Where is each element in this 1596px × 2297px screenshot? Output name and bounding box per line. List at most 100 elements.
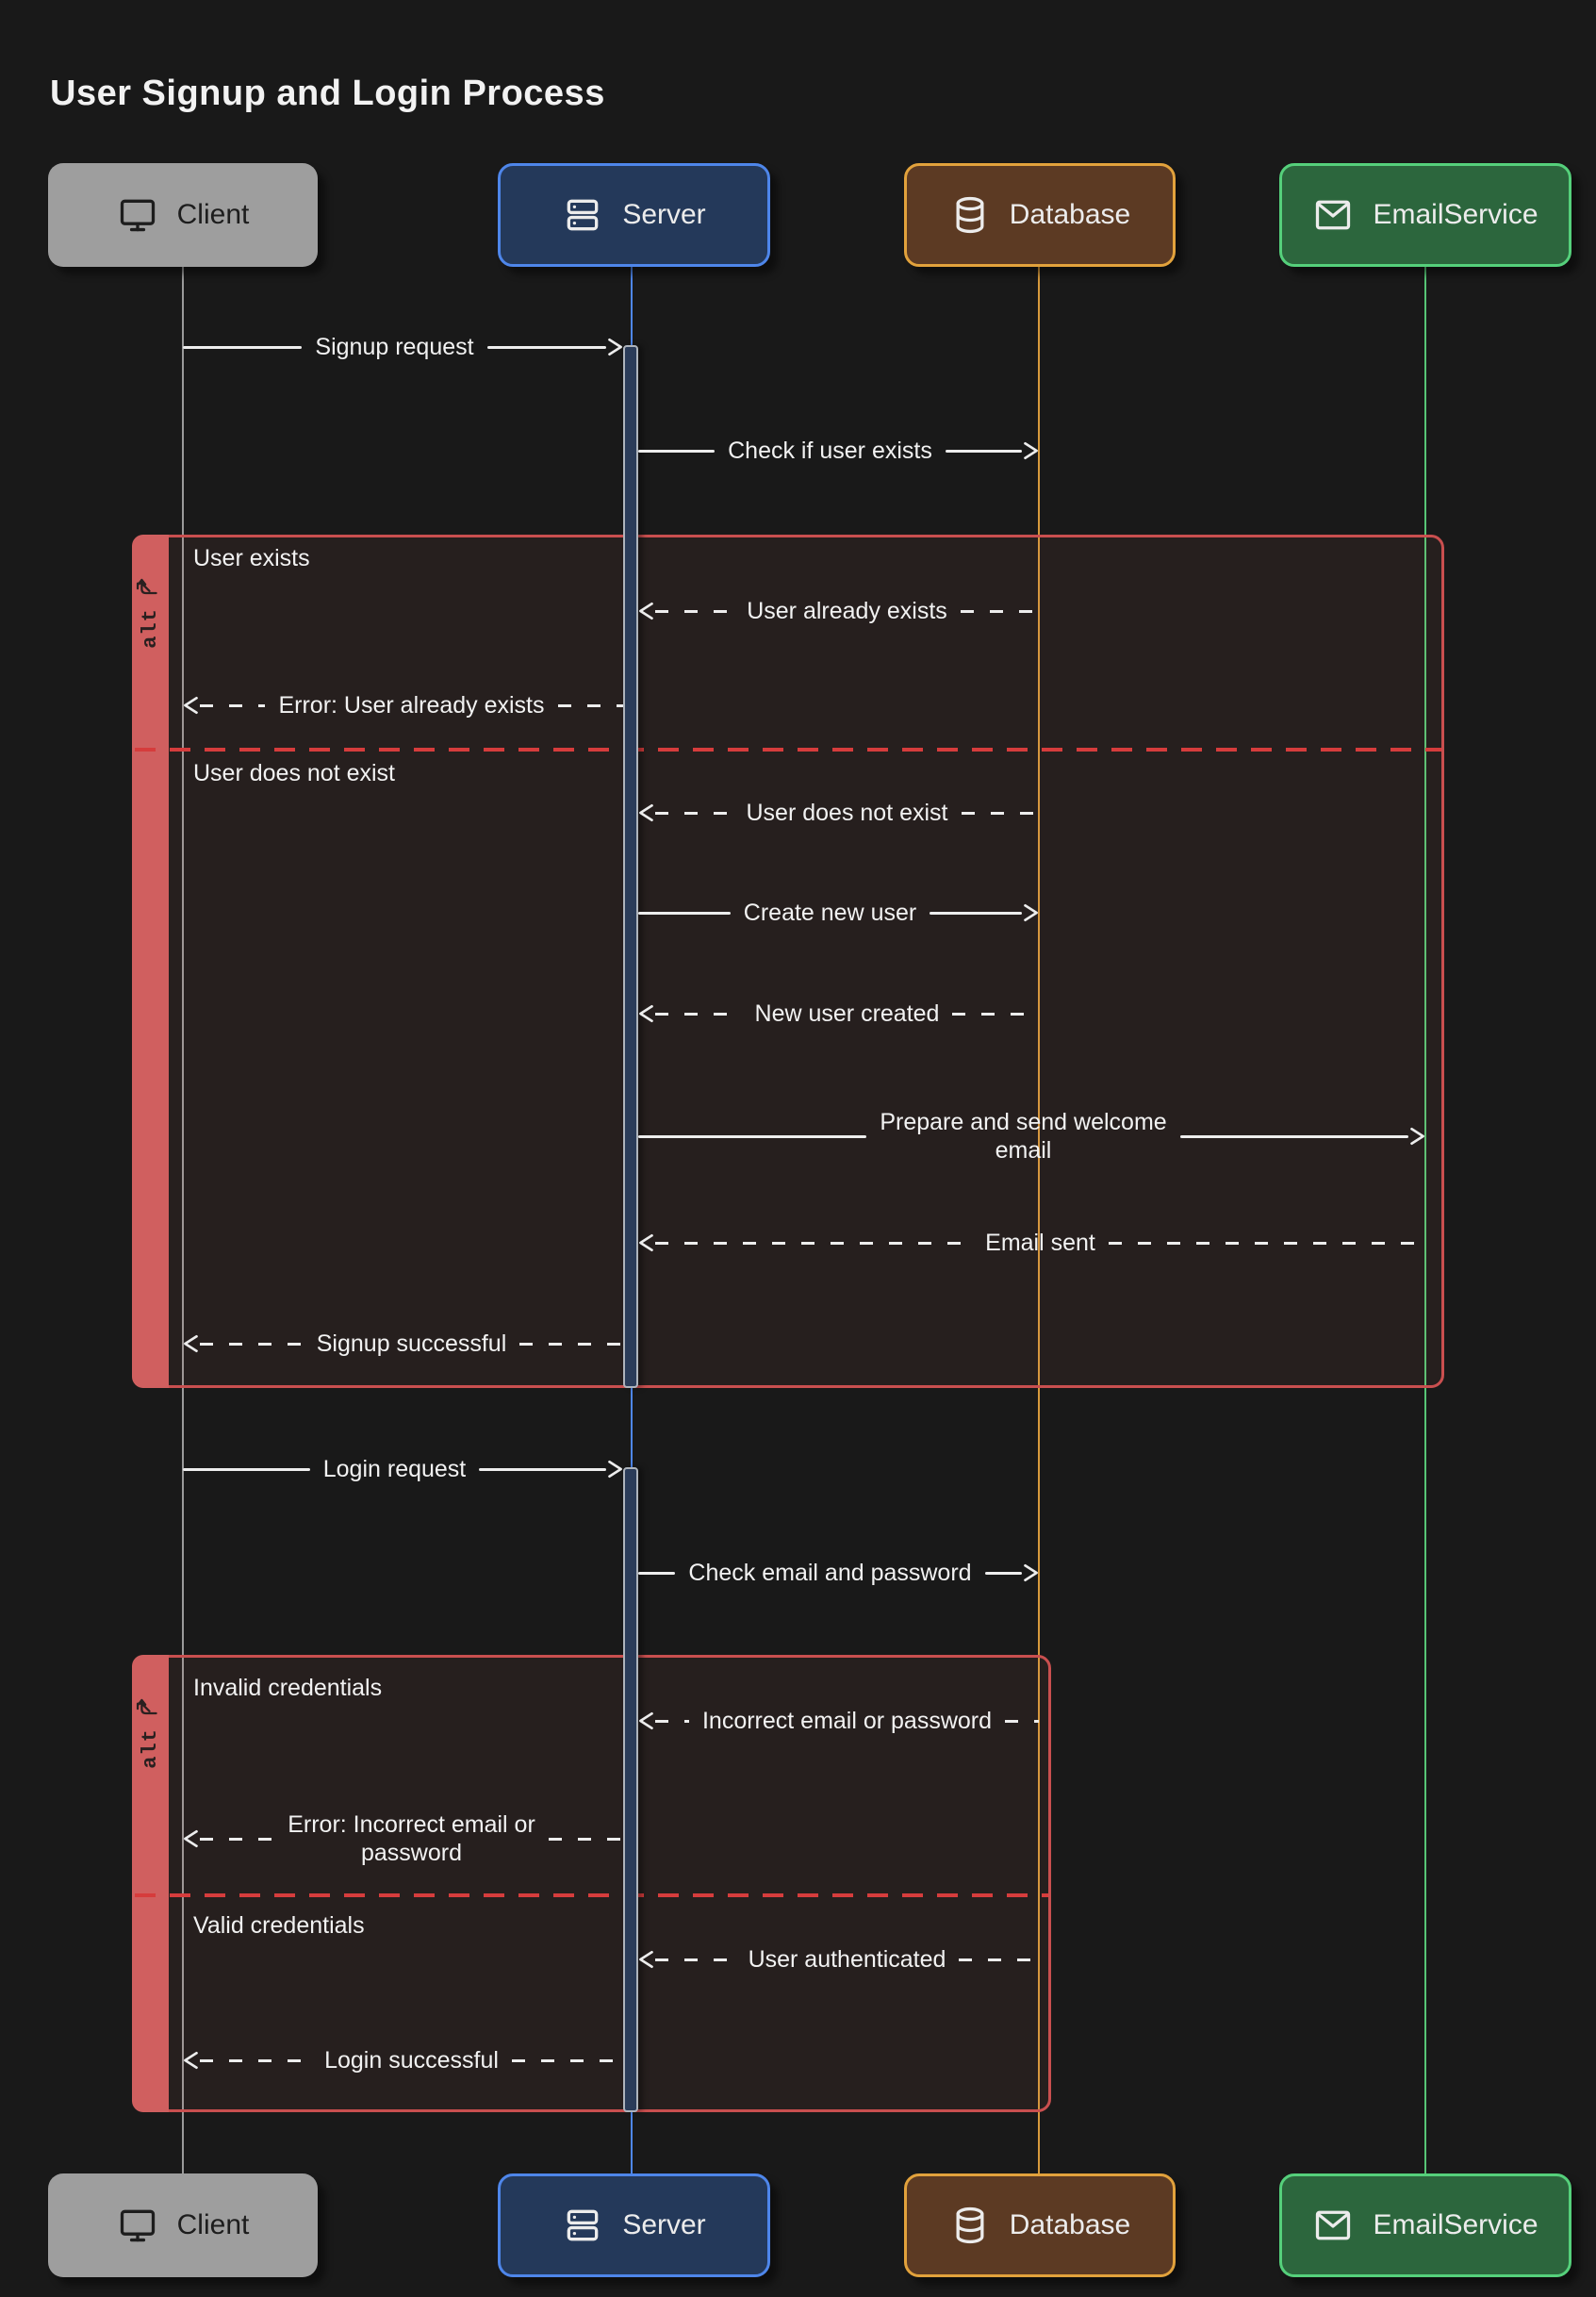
alt-split-icon xyxy=(135,1693,166,1717)
arrowhead-left-icon xyxy=(181,1828,202,1849)
message-line xyxy=(655,609,734,613)
alt-frame-signup-tab xyxy=(132,535,169,1388)
participant-server-top: Server xyxy=(498,163,770,267)
message-line xyxy=(638,449,716,453)
arrowhead-left-icon xyxy=(636,802,657,823)
message-line xyxy=(638,911,731,915)
message-line xyxy=(200,1342,304,1346)
arrowhead-left-icon xyxy=(181,2050,202,2071)
participant-emailservice-top: EmailService xyxy=(1279,163,1571,267)
message-label: Login request xyxy=(322,1456,467,1482)
database-icon xyxy=(949,194,991,236)
server-icon xyxy=(562,2205,603,2246)
message-label: Error: User already exists xyxy=(278,692,545,719)
alt-split-icon xyxy=(135,572,166,597)
message-line xyxy=(960,609,1040,613)
alt-operator-label: alt xyxy=(139,607,163,649)
message-user-authenticated: User authenticated xyxy=(636,1931,1040,1988)
message-line xyxy=(519,1342,624,1346)
lifeline-database xyxy=(1038,267,1040,2173)
message-line xyxy=(486,345,606,349)
participant-label: EmailService xyxy=(1373,2209,1538,2240)
participant-client-top: Client xyxy=(48,163,318,267)
participant-database-top: Database xyxy=(904,163,1176,267)
page-title: User Signup and Login Process xyxy=(50,74,605,113)
mail-icon xyxy=(1312,2205,1354,2246)
alt-else-divider-login xyxy=(135,1893,1048,1897)
condition-invalid-credentials: Invalid credentials xyxy=(193,1675,383,1701)
message-signup-request: Signup request xyxy=(183,319,623,375)
condition-user-does-not-exist: User does not exist xyxy=(193,760,395,786)
alt-else-divider-signup xyxy=(135,748,1441,752)
message-label: Email sent xyxy=(985,1230,1095,1256)
alt-frame-login xyxy=(132,1655,1051,2112)
message-email-sent: Email sent xyxy=(638,1215,1425,1271)
message-line xyxy=(961,811,1039,815)
participant-label: Client xyxy=(176,2209,250,2240)
message-line xyxy=(655,1958,735,1961)
activation-bar-server-login xyxy=(623,1467,638,2112)
message-line xyxy=(655,1719,689,1723)
message-user-does-not-exist: User does not exist xyxy=(638,785,1039,841)
arrowhead-right-icon xyxy=(604,337,625,357)
alt-operator-signup: alt xyxy=(132,539,169,681)
message-label: User does not exist xyxy=(746,800,948,826)
mail-icon xyxy=(1312,194,1354,236)
message-line xyxy=(638,1134,867,1138)
participant-label: Database xyxy=(1009,2209,1131,2240)
message-line xyxy=(200,1837,275,1841)
message-error-incorrect-email-or-password: Error: Incorrect email or password xyxy=(183,1810,623,1867)
arrowhead-left-icon xyxy=(636,1710,657,1731)
message-line xyxy=(655,1241,973,1245)
message-line xyxy=(200,703,266,707)
message-check-email-and-password: Check email and password xyxy=(638,1545,1039,1601)
lifeline-client xyxy=(182,267,184,2173)
message-check-if-user-exists: Check if user exists xyxy=(638,422,1039,479)
message-line xyxy=(1108,1241,1425,1245)
message-line xyxy=(1005,1719,1039,1723)
message-line xyxy=(1179,1134,1409,1138)
message-label: User already exists xyxy=(747,598,947,624)
participant-label: Server xyxy=(622,2209,706,2240)
participant-label: Server xyxy=(622,199,706,230)
message-line xyxy=(930,911,1022,915)
alt-operator-login: alt xyxy=(132,1660,169,1801)
message-label: User authenticated xyxy=(748,1946,946,1973)
message-line xyxy=(984,1571,1022,1575)
participant-emailservice-bottom: EmailService xyxy=(1279,2173,1571,2277)
message-line xyxy=(945,449,1022,453)
message-user-already-exists: User already exists xyxy=(638,583,1040,639)
lifeline-emailservice xyxy=(1424,267,1426,2173)
alt-frame-signup xyxy=(132,535,1444,1388)
message-label: Login successful xyxy=(324,2047,499,2074)
arrowhead-left-icon xyxy=(636,1949,657,1970)
message-error-user-already-exists: Error: User already exists xyxy=(183,677,623,734)
activation-bar-server-signup xyxy=(623,345,638,1388)
message-line xyxy=(655,1012,742,1016)
message-create-new-user: Create new user xyxy=(638,884,1039,941)
message-label: New user created xyxy=(754,1000,940,1027)
message-line xyxy=(511,2058,624,2062)
arrowhead-right-icon xyxy=(1020,1562,1041,1583)
message-label: Check if user exists xyxy=(728,438,932,464)
database-icon xyxy=(949,2205,991,2246)
arrowhead-right-icon xyxy=(1020,440,1041,461)
message-label: Incorrect email or password xyxy=(701,1708,993,1734)
message-line xyxy=(200,2058,312,2062)
message-line xyxy=(959,1958,1040,1961)
condition-valid-credentials: Valid credentials xyxy=(193,1912,365,1939)
message-label: Signup request xyxy=(315,334,474,360)
message-label: Signup successful xyxy=(316,1330,507,1357)
alt-frame-login-tab xyxy=(132,1655,169,2112)
arrowhead-right-icon xyxy=(604,1459,625,1479)
message-incorrect-email-or-password: Incorrect email or password xyxy=(638,1693,1039,1749)
server-icon xyxy=(562,194,603,236)
participant-database-bottom: Database xyxy=(904,2173,1176,2277)
message-new-user-created: New user created xyxy=(638,985,1039,1042)
participant-label: Client xyxy=(176,199,250,230)
message-line xyxy=(952,1012,1039,1016)
message-label: Create new user xyxy=(743,900,917,926)
message-label: Error: Incorrect email or password xyxy=(288,1811,535,1866)
arrowhead-left-icon xyxy=(181,1333,202,1354)
